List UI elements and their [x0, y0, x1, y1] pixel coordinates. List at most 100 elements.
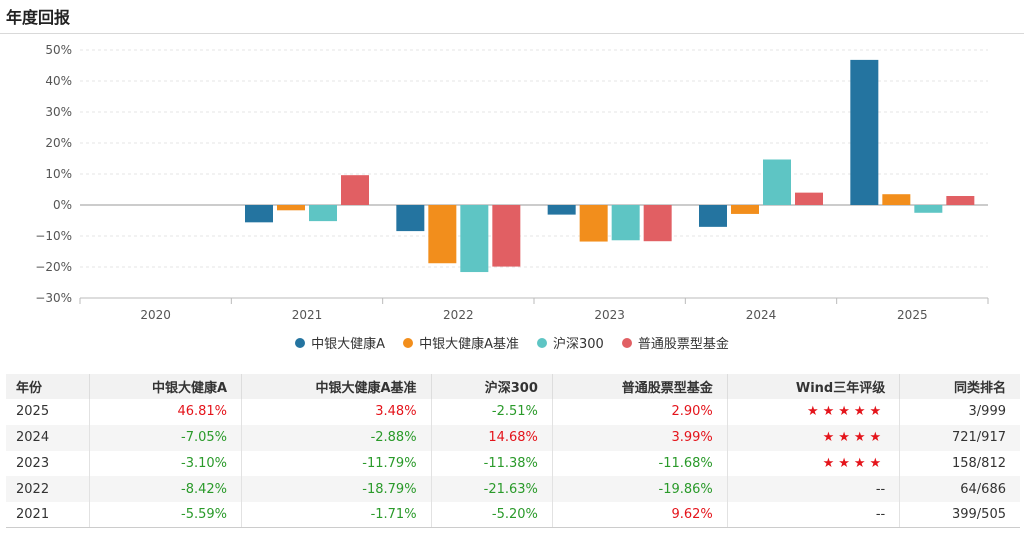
- bar: [460, 205, 489, 273]
- y-tick-label: 20%: [45, 136, 72, 150]
- cell-rating: --: [727, 476, 901, 503]
- cell-category: -19.86%: [552, 476, 728, 503]
- cell-category: 3.99%: [552, 424, 728, 451]
- table-header-row: 年份 中银大健康A 中银大健康A基准 沪深300 普通股票型基金 Wind三年评…: [6, 374, 1020, 399]
- bar: [763, 159, 791, 205]
- cell-hs300: -21.63%: [431, 476, 553, 503]
- bar: [643, 205, 672, 242]
- bar: [795, 192, 823, 205]
- header-rating: Wind三年评级: [727, 374, 901, 399]
- y-tick-label: −30%: [35, 291, 72, 305]
- x-tick-label: 2023: [594, 308, 625, 322]
- bar: [579, 205, 608, 242]
- x-tick-label: 2024: [746, 308, 777, 322]
- legend-dot-icon: [295, 337, 306, 348]
- cell-rating: --: [727, 502, 901, 529]
- y-tick-label: 0%: [53, 198, 72, 212]
- cell-benchmark: -18.79%: [241, 476, 432, 503]
- cell-benchmark: -2.88%: [241, 424, 432, 451]
- page-title: 年度回报: [6, 8, 71, 27]
- cell-year: 2021: [6, 502, 91, 529]
- cell-fund: 46.81%: [89, 399, 243, 425]
- y-tick-label: 30%: [45, 105, 72, 119]
- legend-dot-icon: [403, 337, 414, 348]
- annual-return-table: 年份 中银大健康A 中银大健康A基准 沪深300 普通股票型基金 Wind三年评…: [6, 374, 1020, 529]
- bar: [914, 205, 943, 213]
- table-row: 2025 46.81% 3.48% -2.51% 2.90% ★★★★★ 3/9…: [6, 399, 1020, 425]
- cell-year: 2023: [6, 450, 91, 477]
- legend-item-category[interactable]: 普通股票型基金: [621, 333, 729, 352]
- bar: [277, 205, 305, 211]
- bar: [946, 196, 975, 205]
- cell-category: 9.62%: [552, 502, 728, 529]
- bar: [341, 175, 369, 205]
- cell-hs300: -11.38%: [431, 450, 553, 477]
- header-rank: 同类排名: [899, 374, 1020, 399]
- cell-rating-stars: ★★★★★: [727, 399, 901, 425]
- table-row: 2023 -3.10% -11.79% -11.38% -11.68% ★★★★…: [6, 450, 1020, 477]
- legend-item-benchmark[interactable]: 中银大健康A基准: [403, 333, 519, 352]
- y-tick-label: 40%: [45, 74, 72, 88]
- cell-benchmark: -1.71%: [241, 502, 432, 529]
- x-tick-label: 2020: [140, 308, 171, 322]
- cell-benchmark: -11.79%: [241, 450, 432, 477]
- cell-year: 2025: [6, 399, 91, 425]
- bar: [245, 205, 273, 223]
- cell-category: -11.68%: [552, 450, 728, 477]
- header-category: 普通股票型基金: [552, 374, 728, 399]
- bar: [611, 205, 640, 241]
- cell-fund: -3.10%: [89, 450, 243, 477]
- cell-fund: -8.42%: [89, 476, 243, 503]
- x-tick-label: 2022: [443, 308, 474, 322]
- chart-legend: 中银大健康A 中银大健康A基准 沪深300 普通股票型基金: [0, 333, 1024, 352]
- header-benchmark: 中银大健康A基准: [241, 374, 432, 399]
- cell-hs300: -5.20%: [431, 502, 553, 529]
- cell-rank: 3/999: [968, 404, 1006, 420]
- cell-hs300: 14.68%: [431, 424, 553, 451]
- cell-rating-stars: ★★★★: [727, 450, 901, 477]
- table-row: 2022 -8.42% -18.79% -21.63% -19.86% -- 6…: [6, 476, 1020, 503]
- title-divider: [0, 33, 1024, 34]
- bar: [428, 205, 457, 264]
- legend-label: 中银大健康A: [311, 337, 386, 352]
- cell-rating-stars: ★★★★: [727, 424, 901, 451]
- legend-dot-icon: [536, 337, 547, 348]
- bar: [882, 194, 911, 205]
- bar: [309, 205, 337, 222]
- legend-label: 沪深300: [552, 337, 604, 352]
- header-hs300: 沪深300: [431, 374, 553, 399]
- cell-fund: -5.59%: [89, 502, 243, 529]
- cell-year: 2022: [6, 476, 91, 503]
- cell-year: 2024: [6, 424, 91, 451]
- cell-rank: 399/505: [899, 502, 1020, 529]
- y-tick-label: 10%: [45, 167, 72, 181]
- cell-category: 2.90%: [552, 399, 728, 425]
- table-row: 2021 -5.59% -1.71% -5.20% 9.62% -- 399/5…: [6, 502, 1020, 529]
- cell-benchmark: 3.48%: [241, 399, 432, 425]
- header-year: 年份: [6, 374, 91, 399]
- legend-label: 普通股票型基金: [637, 337, 729, 352]
- legend-dot-icon: [621, 337, 632, 348]
- x-tick-label: 2025: [897, 308, 928, 322]
- y-tick-label: −10%: [35, 229, 72, 243]
- y-tick-label: −20%: [35, 260, 72, 274]
- y-tick-label: 50%: [45, 43, 72, 57]
- bar: [396, 205, 425, 232]
- annual-return-bar-chart: 50% 40% 30% 20% 10% 0% −10% −20% −30% 2020 2021 202…: [35, 43, 989, 322]
- header-fund: 中银大健康A: [89, 374, 243, 399]
- legend-item-hs300[interactable]: 沪深300: [536, 333, 604, 352]
- cell-fund: -7.05%: [89, 424, 243, 451]
- bar: [492, 205, 521, 267]
- legend-label: 中银大健康A基准: [419, 337, 519, 352]
- table-row: 2024 -7.05% -2.88% 14.68% 3.99% ★★★★ 721…: [6, 424, 1020, 451]
- legend-item-fund[interactable]: 中银大健康A: [295, 333, 385, 352]
- bar: [850, 59, 879, 205]
- cell-rank: 721/917: [899, 424, 1020, 451]
- bar: [699, 205, 727, 227]
- cell-rank: 158/812: [951, 455, 1006, 471]
- cell-rank: 64/686: [899, 476, 1020, 503]
- bar: [731, 205, 759, 214]
- cell-hs300: -2.51%: [431, 399, 553, 425]
- x-tick-label: 2021: [292, 308, 323, 322]
- bar: [547, 205, 576, 215]
